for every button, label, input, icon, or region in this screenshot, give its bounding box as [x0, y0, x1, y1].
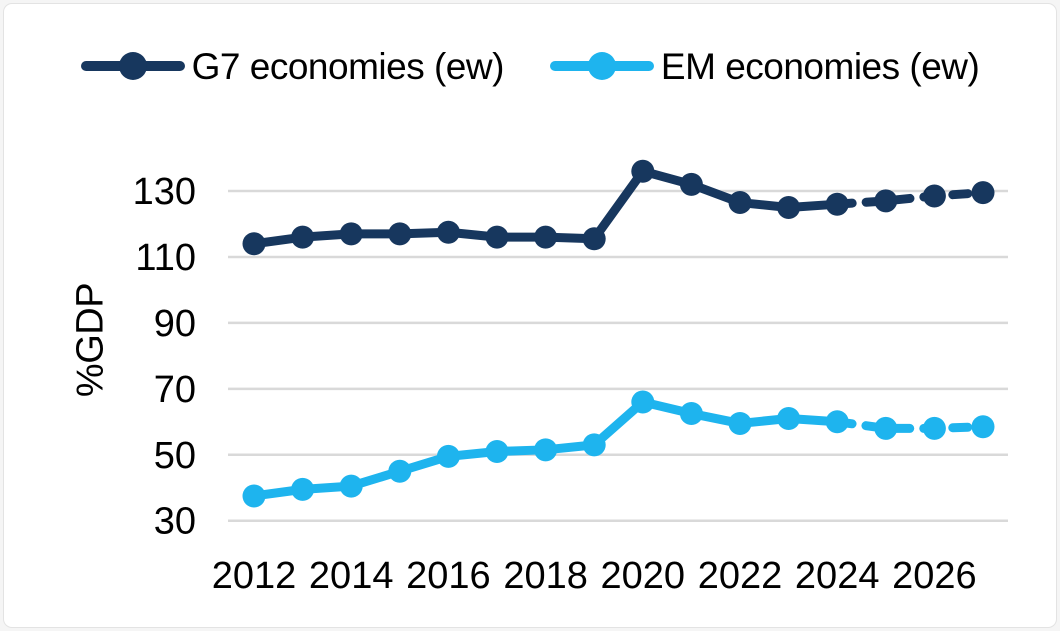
- x-tick-label: 2026: [892, 555, 977, 597]
- data-point-marker: [971, 181, 995, 205]
- data-point-marker: [436, 444, 460, 468]
- data-point-marker: [679, 402, 703, 426]
- y-tick-label: 90: [154, 303, 196, 345]
- y-tick-label: 70: [154, 369, 196, 411]
- data-point-marker: [922, 416, 946, 440]
- data-point-marker: [534, 438, 558, 462]
- g7-line-marker-swatch: [80, 52, 185, 80]
- data-point-marker: [874, 189, 898, 213]
- series-line-forecast: [832, 417, 988, 433]
- y-tick-label: 30: [154, 501, 196, 543]
- data-point-marker: [388, 222, 412, 246]
- data-point-marker: [631, 159, 655, 183]
- data-point-marker: [291, 477, 315, 501]
- data-point-marker: [971, 415, 995, 439]
- data-point-marker: [728, 411, 752, 435]
- x-tick-label: 2018: [503, 555, 588, 597]
- data-point-marker: [339, 222, 363, 246]
- legend-item-g7: G7 economies (ew): [80, 45, 505, 87]
- data-point-marker: [777, 195, 801, 219]
- em-line-marker-swatch: [549, 52, 654, 80]
- y-tick-label: 110: [135, 237, 196, 279]
- x-tick-label: 2016: [406, 555, 491, 597]
- x-tick-label: 2012: [212, 555, 297, 597]
- data-point-marker: [728, 191, 752, 215]
- data-point-marker: [582, 433, 606, 457]
- data-point-marker: [388, 459, 412, 483]
- data-point-marker: [679, 172, 703, 196]
- x-tick-label: 2020: [601, 555, 686, 597]
- data-point-marker: [777, 406, 801, 430]
- x-tick-label: 2014: [309, 555, 394, 597]
- series-line-forecast: [832, 188, 988, 209]
- data-point-marker: [825, 192, 849, 216]
- data-point-marker: [922, 184, 946, 208]
- data-point-marker: [339, 474, 363, 498]
- data-point-marker: [242, 484, 266, 508]
- legend-label-em: EM economies (ew): [660, 45, 980, 87]
- chart-card: [3, 3, 1057, 628]
- data-point-marker: [485, 439, 509, 463]
- data-point-marker: [825, 410, 849, 434]
- x-tick-label: 2022: [698, 555, 783, 597]
- legend: G7 economies (ew) EM economies (ew): [0, 46, 1060, 86]
- data-point-marker: [874, 416, 898, 440]
- data-point-marker: [291, 225, 315, 249]
- x-tick-label: 2024: [795, 555, 880, 597]
- data-point-marker: [436, 220, 460, 244]
- y-tick-label: 130: [133, 171, 196, 213]
- data-point-marker: [534, 225, 558, 249]
- y-tick-label: 50: [154, 435, 196, 477]
- legend-item-em: EM economies (ew): [549, 45, 980, 87]
- data-point-marker: [582, 227, 606, 251]
- data-point-marker: [631, 390, 655, 414]
- data-point-marker: [485, 225, 509, 249]
- data-point-marker: [242, 232, 266, 256]
- legend-label-g7: G7 economies (ew): [191, 45, 505, 87]
